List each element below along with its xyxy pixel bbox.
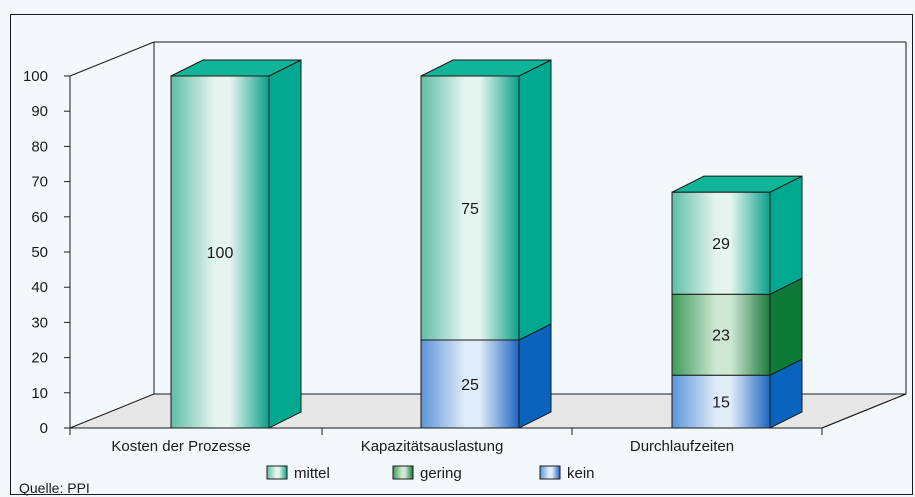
- bar-side-mittel: [518, 59, 552, 341]
- legend-swatch-kein: [539, 465, 561, 480]
- bar-stack: 15 23 29: [671, 175, 803, 429]
- y-tick-label: 40: [31, 279, 48, 296]
- y-tick-label: 30: [31, 314, 48, 331]
- data-label: 75: [461, 201, 479, 218]
- bar-side-mittel: [268, 59, 302, 429]
- chart-frame: [10, 14, 913, 495]
- data-label: 100: [207, 245, 234, 262]
- y-tick-label: 70: [31, 174, 48, 191]
- y-tick-label: 0: [40, 420, 48, 437]
- bar-segment-gering: [671, 293, 771, 376]
- data-label: 23: [712, 328, 730, 345]
- bar-segment-kein: [671, 374, 771, 429]
- y-tick-label: 90: [31, 103, 48, 120]
- bar-top-face: [420, 59, 552, 77]
- bar-side-gering: [769, 277, 803, 377]
- legend-label: kein: [567, 465, 595, 482]
- legend-label: gering: [420, 465, 462, 482]
- data-label: 25: [461, 377, 479, 394]
- source-note: Quelle: PPI: [19, 480, 90, 496]
- y-tick-label: 60: [31, 209, 48, 226]
- bar-side-kein: [518, 323, 552, 429]
- data-label: 15: [712, 395, 730, 412]
- y-tick-label: 80: [31, 138, 48, 155]
- bar-side-mittel: [769, 175, 803, 296]
- legend-swatch-gering: [392, 465, 414, 480]
- x-tick-label: Durchlaufzeiten: [630, 438, 734, 455]
- bar-segment-kein: [420, 339, 520, 429]
- bar-stack: 25 75: [420, 59, 552, 429]
- y-tick-label: 50: [31, 244, 48, 261]
- legend-label: mittel: [294, 465, 330, 482]
- x-tick-label: Kosten der Prozesse: [111, 438, 250, 455]
- floor-right-edge: [821, 393, 907, 429]
- back-wall-top-left-edge: [69, 41, 155, 77]
- data-label: 29: [712, 236, 730, 253]
- bar-segment-mittel: [671, 191, 771, 295]
- bar-stack: 100: [170, 59, 302, 429]
- y-axis: 0 10 20 30 40 50 60 70 80 90 100: [23, 68, 71, 437]
- y-tick-label: 100: [23, 68, 48, 85]
- bar-top-face: [671, 175, 803, 193]
- legend: mittel gering kein: [266, 465, 595, 482]
- bar-segment-mittel: [170, 75, 270, 429]
- bar-top-face: [170, 59, 302, 77]
- y-tick-label: 10: [31, 385, 48, 402]
- legend-swatch-mittel: [266, 465, 288, 480]
- y-tick-label: 20: [31, 350, 48, 367]
- x-tick-label: Kapazitätsauslastung: [361, 438, 504, 455]
